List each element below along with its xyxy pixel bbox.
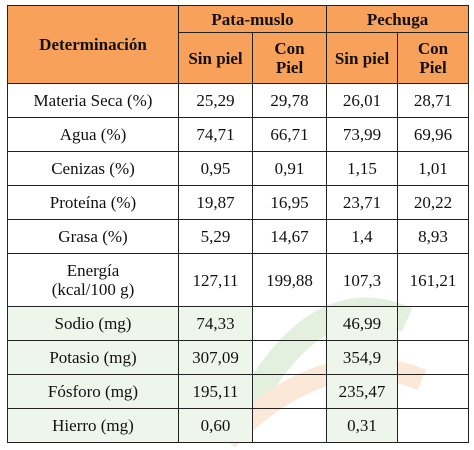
table-row: Agua (%) 74,71 66,71 73,99 69,96 (7, 117, 470, 152)
cell-value: 26,01 (326, 83, 399, 118)
row-label: Potasio (mg) (7, 340, 179, 375)
header-con-piel-2: Con Piel (397, 32, 470, 84)
header-sin-piel-2: Sin piel (326, 32, 399, 84)
header-pechuga: Pechuga (326, 5, 470, 33)
header-sin-piel-1: Sin piel (178, 32, 253, 84)
cell-value: 20,22 (397, 185, 470, 220)
cell-value: 73,99 (326, 117, 399, 152)
cell-value: 161,21 (397, 253, 470, 307)
row-label: Materia Seca (%) (7, 83, 179, 118)
empty-cell (251, 340, 328, 375)
empty-cell (397, 374, 470, 409)
cell-value: 0,95 (178, 151, 253, 186)
cell-value: 25,29 (178, 83, 253, 118)
table-row: Sodio (mg) 74,33 46,99 (7, 306, 470, 341)
empty-cell (251, 408, 328, 443)
cell-value: 28,71 (397, 83, 470, 118)
cell-value: 354,9 (326, 340, 399, 375)
cell-value: 19,87 (178, 185, 253, 220)
empty-cell (397, 306, 470, 341)
cell-value: 0,91 (251, 151, 328, 186)
cell-value: 23,71 (326, 185, 399, 220)
cell-value: 235,47 (326, 374, 399, 409)
cell-value: 74,33 (178, 306, 253, 341)
cell-value: 8,93 (397, 219, 470, 254)
cell-value: 16,95 (251, 185, 328, 220)
cell-value: 1,01 (397, 151, 470, 186)
cell-value: 199,88 (251, 253, 328, 307)
row-label: Proteína (%) (7, 185, 179, 220)
cell-value: 74,71 (178, 117, 253, 152)
row-label: Fósforo (mg) (7, 374, 179, 409)
cell-value: 0,60 (178, 408, 253, 443)
cell-value: 69,96 (397, 117, 470, 152)
empty-cell (251, 374, 328, 409)
cell-value: 1,4 (326, 219, 399, 254)
cell-value: 14,67 (251, 219, 328, 254)
empty-cell (397, 340, 470, 375)
cell-value: 307,09 (178, 340, 253, 375)
cell-value: 66,71 (251, 117, 328, 152)
row-label: Sodio (mg) (7, 306, 179, 341)
empty-cell (251, 306, 328, 341)
table-row: Hierro (mg) 0,60 0,31 (7, 408, 470, 443)
header-pata-muslo: Pata-muslo (177, 5, 328, 33)
cell-value: 46,99 (326, 306, 399, 341)
empty-cell (397, 408, 470, 443)
cell-value: 0,31 (326, 408, 399, 443)
table-row: Fósforo (mg) 195,11 235,47 (7, 374, 470, 409)
nutrition-table: Determinación Pata-muslo Pechuga Sin pie… (7, 5, 470, 443)
table-row: Grasa (%) 5,29 14,67 1,4 8,93 (7, 219, 470, 254)
cell-value: 1,15 (326, 151, 399, 186)
row-label: Hierro (mg) (7, 408, 179, 443)
table-row: Cenizas (%) 0,95 0,91 1,15 1,01 (7, 151, 470, 186)
cell-value: 107,3 (326, 253, 399, 307)
cell-value: 29,78 (251, 83, 328, 118)
row-label: Grasa (%) (7, 219, 179, 254)
nutrition-table-container: Determinación Pata-muslo Pechuga Sin pie… (7, 5, 470, 448)
table-row: Proteína (%) 19,87 16,95 23,71 20,22 (7, 185, 470, 220)
table-row: Materia Seca (%) 25,29 29,78 26,01 28,71 (7, 83, 470, 118)
table-row: Energía (kcal/100 g) 127,11 199,88 107,3 … (7, 253, 470, 307)
cell-value: 195,11 (178, 374, 253, 409)
header-con-piel-1: Con Piel (251, 32, 328, 84)
cell-value: 127,11 (178, 253, 253, 307)
row-label: Energía (kcal/100 g) (7, 253, 179, 307)
row-label: Cenizas (%) (7, 151, 179, 186)
header-determination: Determinación (7, 5, 179, 84)
cell-value: 5,29 (178, 219, 253, 254)
table-row: Potasio (mg) 307,09 354,9 (7, 340, 470, 375)
row-label: Agua (%) (7, 117, 179, 152)
